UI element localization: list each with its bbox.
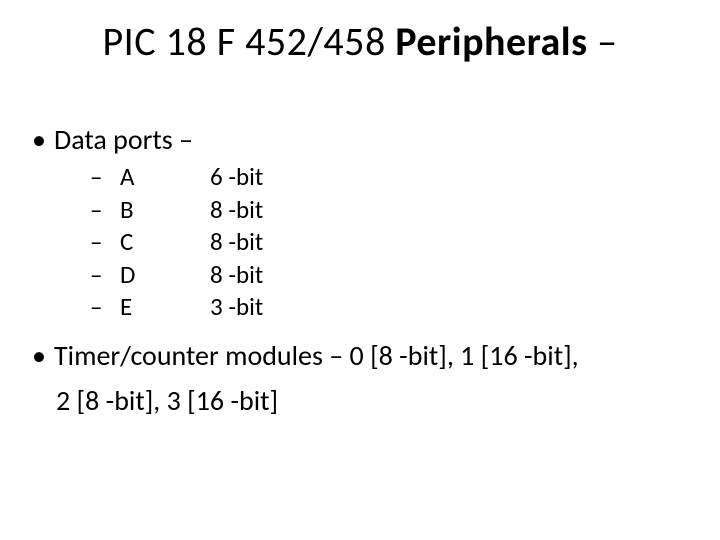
title-bold: Peripherals bbox=[395, 17, 587, 66]
timer-modules-line2-wrap: 2 [8 -bit], 3 [16 -bit] bbox=[56, 383, 688, 418]
slide-title: PIC 18 F 452/458 Peripherals – bbox=[0, 20, 720, 64]
dash-icon: – bbox=[90, 194, 120, 227]
bullet-data-ports-label: Data ports – bbox=[54, 122, 193, 157]
port-name: A bbox=[120, 161, 210, 194]
dash-icon: – bbox=[90, 226, 120, 259]
timer-modules-line1: Timer/counter modules – 0 [8 -bit], 1 [1… bbox=[54, 338, 579, 373]
port-name: E bbox=[120, 291, 210, 324]
bullet-icon: • bbox=[32, 122, 54, 157]
port-name: C bbox=[120, 226, 210, 259]
port-width: 8 -bit bbox=[210, 226, 263, 259]
title-lead: PIC 18 F 452/458 bbox=[103, 17, 396, 66]
list-item: –B8 -bit bbox=[90, 194, 688, 227]
list-item: –E3 -bit bbox=[90, 291, 688, 324]
dash-icon: – bbox=[90, 291, 120, 324]
port-width: 6 -bit bbox=[210, 161, 263, 194]
list-item: –D8 -bit bbox=[90, 259, 688, 292]
port-width: 8 -bit bbox=[210, 194, 263, 227]
ports-list: –A6 -bit –B8 -bit –C8 -bit –D8 -bit –E3 … bbox=[90, 161, 688, 324]
port-width: 8 -bit bbox=[210, 259, 263, 292]
list-item: –A6 -bit bbox=[90, 161, 688, 194]
bullet-data-ports: •Data ports – bbox=[32, 122, 688, 157]
slide-body: •Data ports – –A6 -bit –B8 -bit –C8 -bit… bbox=[32, 112, 688, 420]
port-name: B bbox=[120, 194, 210, 227]
port-width: 3 -bit bbox=[210, 291, 263, 324]
slide: PIC 18 F 452/458 Peripherals – •Data por… bbox=[0, 0, 720, 540]
bullet-icon: • bbox=[32, 338, 54, 373]
port-name: D bbox=[120, 259, 210, 292]
timer-modules-line2: 2 [8 -bit], 3 [16 -bit] bbox=[56, 383, 278, 418]
bullet-timer-modules: •Timer/counter modules – 0 [8 -bit], 1 [… bbox=[32, 338, 688, 373]
dash-icon: – bbox=[90, 161, 120, 194]
dash-icon: – bbox=[90, 259, 120, 292]
title-trail: – bbox=[588, 17, 618, 66]
list-item: –C8 -bit bbox=[90, 226, 688, 259]
